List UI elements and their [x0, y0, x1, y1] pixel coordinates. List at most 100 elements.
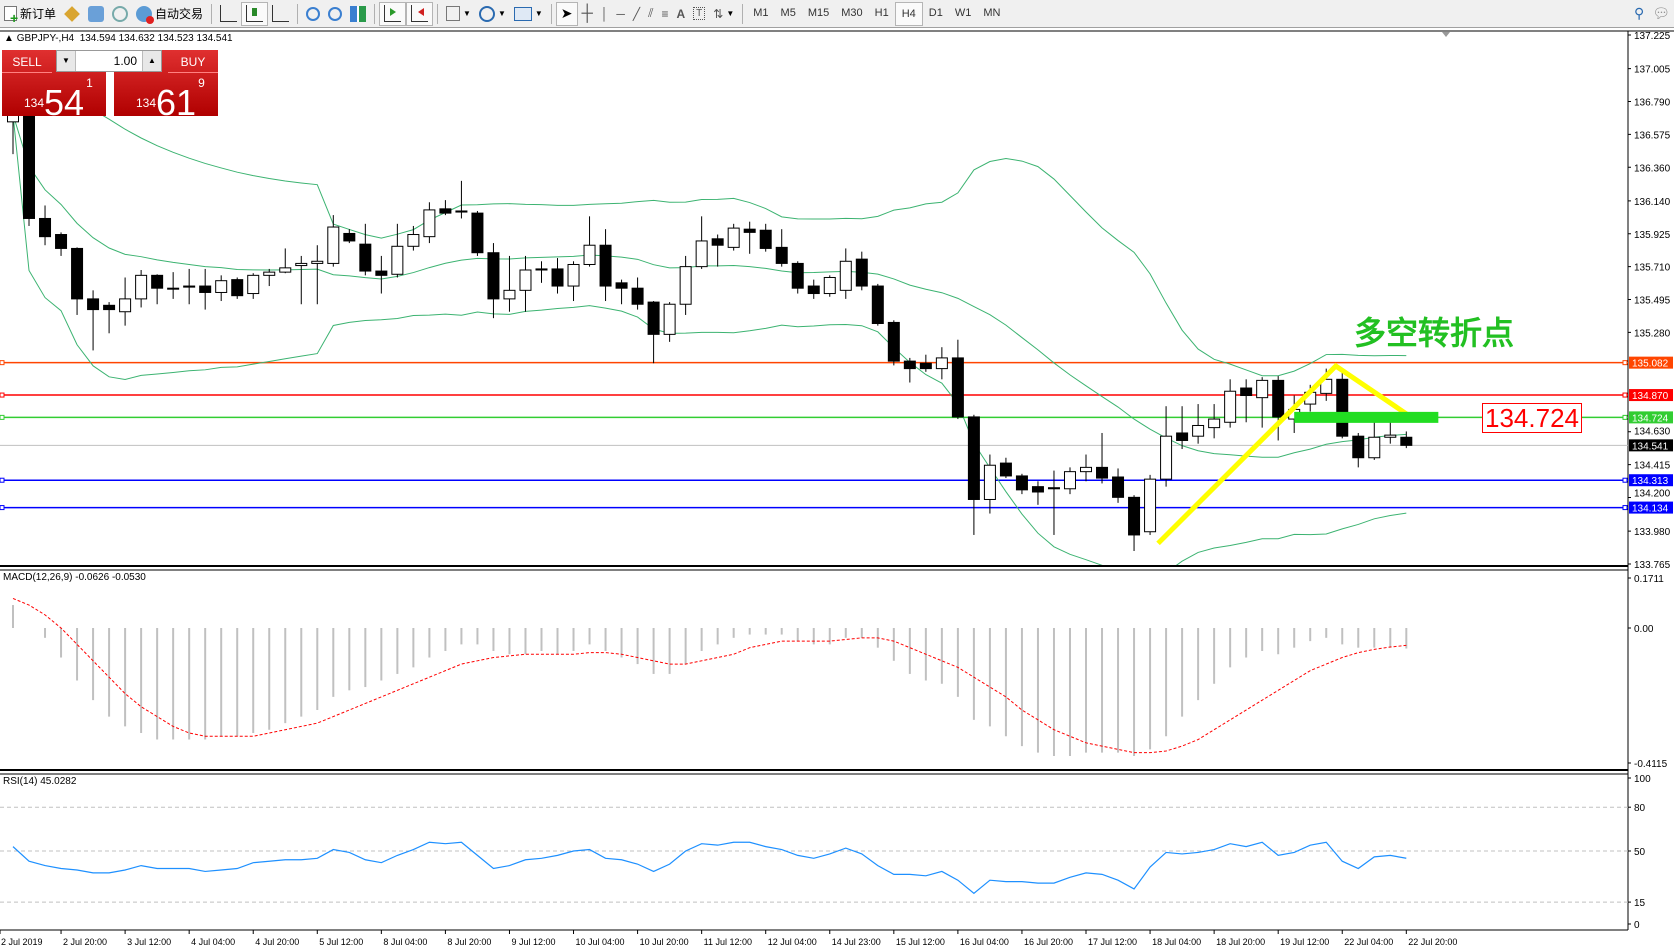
signals-button[interactable]	[108, 2, 132, 26]
search-icon: ⚲	[1633, 5, 1645, 21]
toolbar-separator	[374, 3, 376, 24]
zoom-in-button[interactable]	[302, 2, 324, 26]
new-order-button[interactable]: + 新订单	[0, 2, 60, 26]
timeframe-m5[interactable]: M5	[780, 6, 796, 19]
timeframe-h4[interactable]: H4	[894, 1, 923, 26]
candlestick-button[interactable]	[241, 1, 269, 26]
auto-trading-button[interactable]: 自动交易	[132, 2, 207, 26]
line-handle[interactable]	[1622, 477, 1628, 483]
fibonacci-button[interactable]: ≡	[657, 2, 672, 26]
bearish-candle	[951, 357, 964, 418]
bearish-candle	[359, 243, 372, 272]
toolbar: + 新订单 自动交易 ▼ ▼ ▼ ➤ ┼ │ ─ ╱ ⫽ ≡ A T ⇅ ▼ M1…	[0, 0, 1674, 28]
text-label-button[interactable]: T	[689, 2, 709, 26]
line-handle[interactable]	[1622, 360, 1628, 366]
bullish-candle	[327, 226, 340, 264]
trendline-button[interactable]: ╱	[629, 2, 644, 26]
line-handle[interactable]	[0, 392, 5, 398]
bar-chart-button[interactable]	[216, 2, 241, 26]
tile-windows-icon	[350, 5, 367, 22]
line-handle[interactable]	[0, 505, 5, 511]
annotation-text[interactable]: 多空转折点	[1354, 314, 1515, 352]
time-label: 4 Jul 04:00	[191, 937, 235, 947]
line-handle[interactable]	[1622, 505, 1628, 511]
time-label: 22 Jul 04:00	[1344, 937, 1393, 947]
lot-increase-button[interactable]: ▲	[142, 51, 161, 71]
templates-icon	[513, 6, 532, 21]
price-line-label-bg	[1629, 389, 1673, 402]
line-chart-button[interactable]	[268, 2, 293, 26]
bearish-candle	[39, 217, 52, 238]
chat-button[interactable]: 💬︎	[1648, 2, 1674, 26]
crosshair-button[interactable]: ┼	[578, 2, 597, 26]
price-line-label-bg	[1629, 501, 1673, 514]
chart-shift-button[interactable]	[406, 1, 434, 26]
lot-decrease-button[interactable]: ▼	[57, 51, 76, 71]
price-tick-label: 136.140	[1634, 197, 1671, 208]
bullish-candle	[1208, 418, 1221, 429]
horizontal-line-button[interactable]: ─	[612, 2, 629, 26]
line-handle[interactable]	[1622, 392, 1628, 398]
zoom-in-icon	[306, 6, 321, 21]
timeframe-h1[interactable]: H1	[874, 6, 889, 19]
cursor-button[interactable]: ➤	[555, 1, 578, 26]
bollinger-upper-band	[12, 61, 1407, 377]
bearish-candle	[1112, 476, 1125, 498]
sell-price-prefix: 134	[24, 96, 45, 110]
collapse-triangle-icon[interactable]: ▲	[4, 33, 14, 44]
auto-scroll-button[interactable]	[379, 1, 407, 26]
zoom-out-button[interactable]	[324, 2, 346, 26]
bearish-candle	[551, 268, 564, 287]
price-tick-label: 136.790	[1634, 98, 1671, 109]
periods-button[interactable]: ▼	[475, 2, 510, 26]
vertical-line-button[interactable]: │	[597, 2, 613, 26]
timeframe-m15[interactable]: M15	[807, 6, 830, 19]
bearish-candle	[711, 238, 724, 246]
templates-button[interactable]: ▼	[510, 2, 547, 26]
lot-size-input[interactable]: 1.00	[113, 54, 137, 68]
experts-button[interactable]	[60, 2, 84, 26]
bullish-candle	[311, 260, 324, 264]
arrows-icon: ⇅	[713, 6, 724, 21]
sell-price-pips: 54	[44, 82, 85, 123]
chart-shift-marker-icon[interactable]	[1442, 32, 1450, 37]
annotation-price-box[interactable]: 134.724	[1482, 403, 1582, 433]
market-watch-button[interactable]	[84, 2, 108, 26]
bullish-candle	[279, 267, 292, 273]
sell-label: SELL	[2, 52, 52, 73]
price-tick-label: 137.225	[1634, 31, 1671, 42]
bearish-candle	[647, 301, 660, 335]
text-button[interactable]: A	[673, 2, 690, 26]
line-handle[interactable]	[0, 360, 5, 366]
price-tick-label: 133.765	[1634, 560, 1671, 571]
equidistant-channel-icon: ⫽	[648, 6, 654, 20]
timeframe-d1[interactable]: D1	[928, 6, 943, 19]
line-handle[interactable]	[0, 477, 5, 483]
timeframe-m30[interactable]: M30	[841, 6, 863, 19]
bullish-candle	[1192, 424, 1205, 437]
lot-size-stepper[interactable]: ▼ 1.00 ▲	[56, 50, 162, 72]
line-handle[interactable]	[0, 414, 5, 420]
line-handle[interactable]	[1622, 414, 1628, 420]
line-chart-icon	[272, 5, 290, 22]
macd-tick-label: 0.1711	[1634, 574, 1664, 585]
time-label: 14 Jul 23:00	[832, 937, 881, 947]
price-line-label: 134.134	[1632, 504, 1669, 515]
bearish-candle	[71, 247, 84, 300]
timeframe-m1[interactable]: M1	[753, 6, 769, 19]
time-label: 16 Jul 04:00	[960, 937, 1009, 947]
search-button[interactable]: ⚲	[1630, 2, 1648, 26]
bullish-candle	[679, 266, 692, 305]
time-label: 19 Jul 12:00	[1280, 937, 1329, 947]
tile-windows-button[interactable]	[346, 2, 370, 26]
arrows-button[interactable]: ⇅ ▼	[713, 6, 735, 21]
timeframe-mn[interactable]: MN	[983, 6, 1001, 19]
timeframe-w1[interactable]: W1	[954, 6, 972, 19]
bearish-candle	[151, 274, 164, 289]
yellow-trendline[interactable]	[1156, 362, 1410, 546]
buy-price-prefix: 134	[136, 96, 157, 110]
toolbar-separator	[297, 3, 299, 24]
equidistant-channel-button[interactable]: ⫽	[644, 2, 657, 26]
indicators-button[interactable]: ▼	[442, 2, 475, 26]
